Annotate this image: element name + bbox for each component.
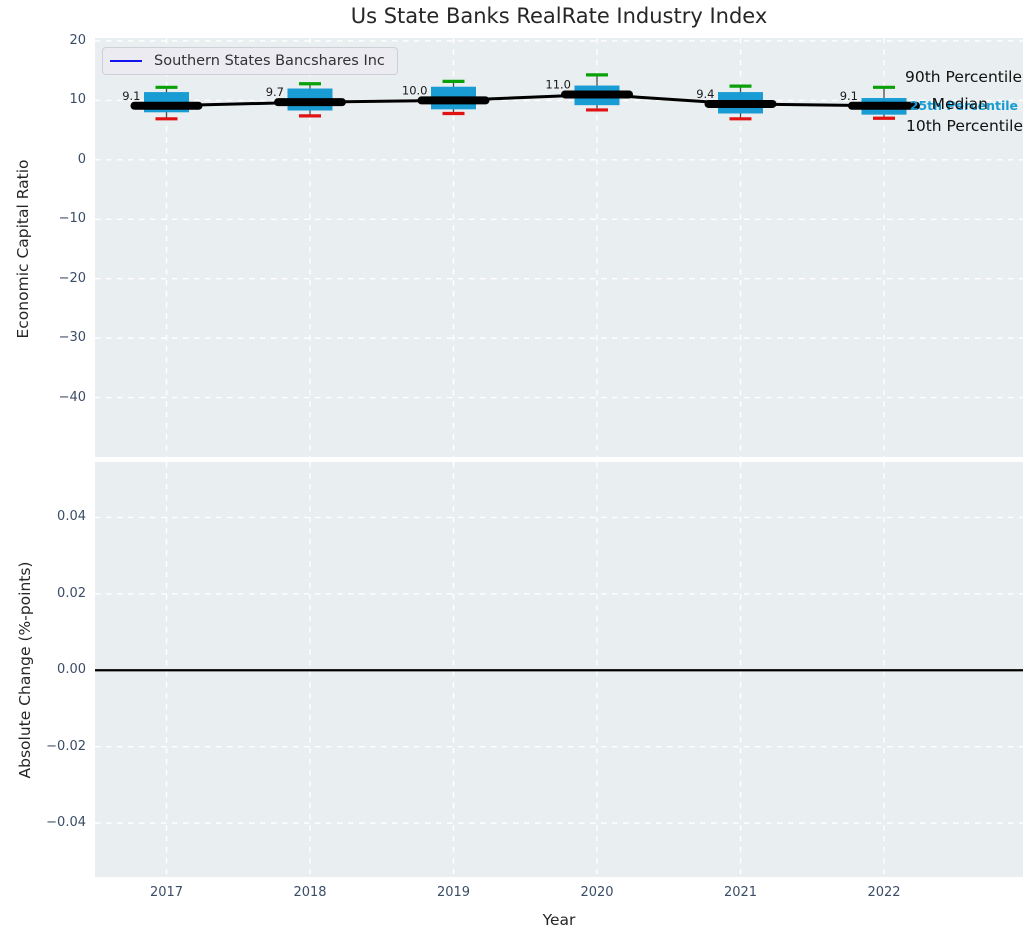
y-tick-label: −0.04 <box>46 815 86 831</box>
y-tick-label: 0.02 <box>57 585 86 601</box>
value-label-2019: 10.0 <box>402 83 428 97</box>
x-tick-label-2019: 2019 <box>436 885 471 900</box>
y-tick-label: −40 <box>58 389 86 405</box>
y-tick-label: 0 <box>77 151 86 167</box>
x-tick-label-2018: 2018 <box>293 885 327 900</box>
y-tick-label: −30 <box>58 330 86 346</box>
y-tick-label: −0.02 <box>46 738 86 754</box>
value-label-2022: 9.1 <box>840 89 858 103</box>
value-label-2017: 9.1 <box>122 89 140 103</box>
y-tick-label: 0.00 <box>57 662 86 678</box>
bottom-plot-area <box>95 462 1023 877</box>
legend-series-label: Southern States Bancshares Inc <box>154 53 385 69</box>
median-bar-2019 <box>417 96 490 105</box>
median-bar-2020 <box>561 90 633 99</box>
boxplot-chart: 9.1 9.7 10.0 11.0 9.4 9.1 <box>95 38 1023 457</box>
median-bar-2022 <box>848 101 920 110</box>
median-bar-2017 <box>130 101 203 110</box>
x-tick-label-2021: 2021 <box>723 885 758 900</box>
y-tick-label: −10 <box>58 211 86 227</box>
annotation-median: Median <box>931 95 988 113</box>
y-axis-label-top: Economic Capital Ratio <box>14 159 32 339</box>
median-bar-2018 <box>274 98 346 107</box>
x-tick-label-2017: 2017 <box>149 885 184 900</box>
x-tick-label-2022: 2022 <box>867 885 901 900</box>
x-axis-label: Year <box>542 911 576 929</box>
absolute-change-chart <box>95 462 1023 877</box>
legend-line-sample-icon <box>110 60 142 62</box>
y-tick-label: 10 <box>69 92 86 108</box>
annotation-10th-percentile: 10th Percentile <box>905 117 1023 135</box>
annotation-25th-percentile: 25th Percentile <box>909 98 1018 113</box>
median-bar-2021 <box>704 99 777 108</box>
annotation-90th-percentile: 90th Percentile <box>904 68 1022 86</box>
x-tick-label-2020: 2020 <box>580 885 614 900</box>
y-tick-label: 20 <box>69 32 86 48</box>
value-label-2018: 9.7 <box>266 85 284 99</box>
top-plot-area: 9.1 9.7 10.0 11.0 9.4 9.1 <box>95 38 1023 457</box>
value-label-2020: 11.0 <box>545 77 571 91</box>
y-tick-label: −20 <box>58 270 86 286</box>
legend: Southern States Bancshares Inc <box>102 47 398 75</box>
value-label-2021: 9.4 <box>696 87 714 101</box>
y-tick-label: 0.04 <box>57 509 86 525</box>
chart-title: Us State Banks RealRate Industry Index <box>350 4 768 28</box>
